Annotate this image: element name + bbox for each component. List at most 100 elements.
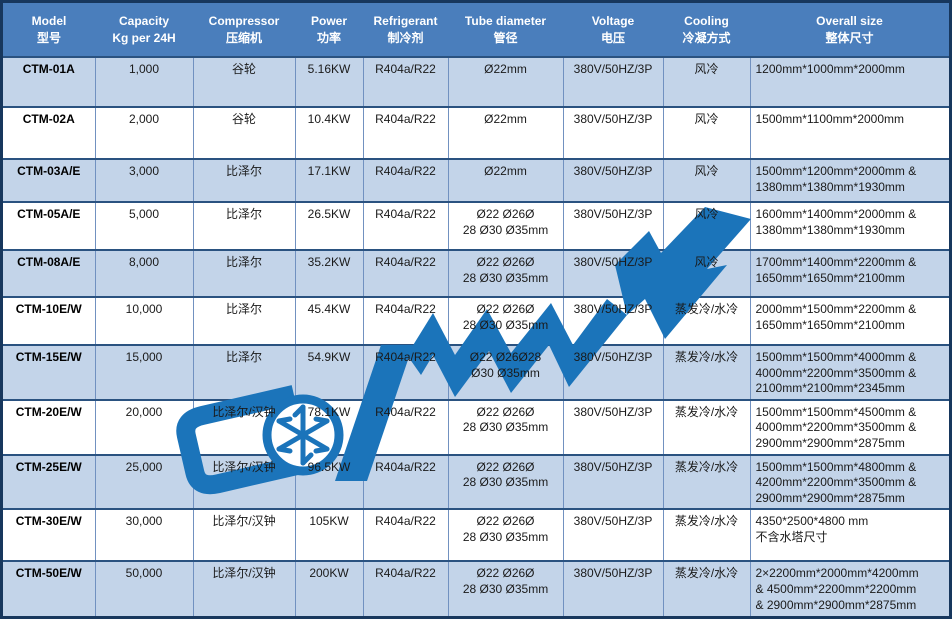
header-line-zh: 压缩机 (225, 30, 262, 45)
cell-overall: 1500mm*1500mm*4000mm & 4000mm*2200mm*350… (749, 344, 949, 400)
cell-voltage: 380V/50HZ/3P (562, 56, 664, 107)
header-line-zh: 型号 (36, 30, 61, 45)
table-row-ctm-05a-e: CTM-05A/E 5,000 比泽尔 26.5KW R404a/R22 Ø22 Ø26Ø… (3, 201, 949, 250)
cell-text-capacity: 3,000 (128, 164, 160, 178)
cell-cooling: 蒸发冷/水冷 (662, 560, 751, 617)
cell-text-cooling: 风冷 (694, 255, 719, 269)
cell-text-model: CTM-10E/W (15, 302, 82, 316)
cell-text-capacity: 10,000 (125, 302, 163, 316)
cell-text-voltage: 380V/50HZ/3P (573, 566, 653, 581)
cell-compressor: 比泽尔 (192, 201, 296, 250)
cell-model: CTM-01A (3, 56, 96, 107)
cell-text-model: CTM-15E/W (15, 350, 82, 364)
cell-text-compressor: 比泽尔/汉钟 (212, 566, 276, 581)
cell-compressor: 比泽尔 (192, 296, 296, 345)
product-spec-table: Model 型号 Capacity Kg per 24H Compressor … (3, 3, 949, 617)
cell-model: CTM-20E/W (3, 398, 96, 455)
cell-text-power: 96.5KW (307, 459, 351, 474)
cell-power: 5.16KW (294, 56, 364, 107)
cell-overall: 2×2200mm*2000mm*4200mm & 4500mm*2200mm*2… (749, 560, 949, 617)
cell-text-voltage: 380V/50HZ/3P (573, 207, 653, 221)
cell-overall: 1600mm*1400mm*2000mm & 1380mm*1380mm*193… (749, 201, 949, 250)
cell-text-voltage: 380V/50HZ/3P (573, 255, 653, 269)
cell-text-refrigerant: R404a/R22 (375, 207, 436, 221)
cell-text-tube: Ø22 Ø26Ø 28 Ø30 Ø35mm (462, 566, 549, 596)
cell-text-refrigerant: R404a/R22 (375, 302, 436, 316)
cell-text-refrigerant: R404a/R22 (375, 164, 436, 178)
cell-text-capacity: 2,000 (128, 112, 160, 126)
cell-power: 17.1KW (294, 158, 364, 202)
cell-refrigerant: R404a/R22 (362, 158, 449, 202)
cell-text-voltage: 380V/50HZ/3P (573, 459, 653, 474)
cell-text-cooling: 蒸发冷/水冷 (674, 404, 739, 419)
cell-power: 96.5KW (294, 453, 364, 510)
cell-capacity: 5,000 (94, 201, 194, 250)
cell-text-voltage: 380V/50HZ/3P (573, 112, 653, 126)
cell-text-tube: Ø22 Ø26Ø 28 Ø30 Ø35mm (462, 514, 549, 544)
cell-refrigerant: R404a/R22 (362, 508, 449, 562)
cell-text-overall: 1500mm*1100mm*2000mm (755, 112, 905, 126)
cell-text-power: 54.9KW (307, 350, 351, 364)
cell-text-voltage: 380V/50HZ/3P (573, 62, 653, 76)
cell-capacity: 1,000 (94, 56, 194, 107)
table-row-ctm-15e-w: CTM-15E/W 15,000 比泽尔 54.9KW R404a/R22 Ø22 Ø26… (3, 344, 949, 400)
cell-refrigerant: R404a/R22 (362, 56, 449, 107)
cell-voltage: 380V/50HZ/3P (562, 296, 664, 345)
table-row-ctm-08a-e: CTM-08A/E 8,000 比泽尔 35.2KW R404a/R22 Ø22 Ø26Ø… (3, 249, 949, 297)
cell-cooling: 风冷 (662, 249, 751, 297)
cell-text-refrigerant: R404a/R22 (375, 350, 436, 364)
cell-tube: Ø22mm (447, 56, 564, 107)
cell-text-tube: Ø22mm (484, 164, 527, 178)
cell-text-overall: 2000mm*1500mm*2200mm & 1650mm*1650mm*210… (755, 302, 917, 332)
header-line-zh: 制冷剂 (387, 30, 424, 45)
cell-voltage: 380V/50HZ/3P (562, 398, 664, 455)
cell-text-model: CTM-05A/E (17, 207, 81, 221)
cell-text-tube: Ø22 Ø26Ø 28 Ø30 Ø35mm (462, 302, 549, 332)
cell-text-overall: 1500mm*1500mm*4500mm & 4000mm*2200mm*350… (755, 404, 917, 450)
cell-model: CTM-10E/W (3, 296, 96, 345)
cell-power: 45.4KW (294, 296, 364, 345)
cell-cooling: 蒸发冷/水冷 (662, 398, 751, 455)
cell-voltage: 380V/50HZ/3P (562, 453, 664, 510)
cell-text-refrigerant: R404a/R22 (375, 566, 436, 581)
cell-text-overall: 1500mm*1500mm*4000mm & 4000mm*2200mm*350… (755, 350, 917, 396)
cell-text-capacity: 8,000 (128, 255, 160, 269)
cell-text-model: CTM-30E/W (15, 514, 82, 529)
cell-refrigerant: R404a/R22 (362, 453, 449, 510)
cell-voltage: 380V/50HZ/3P (562, 344, 664, 400)
cell-capacity: 25,000 (94, 453, 194, 510)
cell-text-model: CTM-01A (22, 62, 75, 76)
cell-cooling: 蒸发冷/水冷 (662, 344, 751, 400)
cell-text-power: 105KW (309, 514, 349, 529)
cell-text-overall: 2×2200mm*2000mm*4200mm & 4500mm*2200mm*2… (755, 566, 919, 612)
cell-refrigerant: R404a/R22 (362, 201, 449, 250)
cell-text-tube: Ø22mm (484, 112, 527, 126)
table-row-ctm-01a: CTM-01A 1,000 谷轮 5.16KW R404a/R22 Ø22mm 380V/5… (3, 56, 949, 107)
header-line-zh: 整体尺寸 (825, 30, 874, 45)
cell-text-tube: Ø22 Ø26Ø 28 Ø30 Ø35mm (462, 459, 549, 490)
cell-text-cooling: 风冷 (694, 112, 719, 126)
cell-capacity: 2,000 (94, 106, 194, 159)
cell-overall: 1500mm*1500mm*4800mm & 4200mm*2200mm*350… (749, 453, 949, 510)
cell-model: CTM-15E/W (3, 344, 96, 400)
column-header-cooling: Cooling 冷凝方式 (663, 3, 750, 57)
cell-text-tube: Ø22 Ø26Ø 28 Ø30 Ø35mm (462, 404, 549, 435)
cell-text-overall: 1500mm*1200mm*2000mm & 1380mm*1380mm*193… (755, 164, 917, 194)
cell-text-model: CTM-02A (22, 112, 75, 126)
cell-text-cooling: 蒸发冷/水冷 (674, 566, 739, 581)
cell-text-model: CTM-20E/W (15, 404, 82, 419)
cell-text-overall: 1500mm*1500mm*4800mm & 4200mm*2200mm*350… (755, 459, 917, 505)
cell-compressor: 比泽尔 (192, 344, 296, 400)
cell-text-compressor: 比泽尔 (225, 207, 262, 221)
cell-text-power: 10.4KW (307, 112, 351, 126)
column-header-model: Model 型号 (3, 3, 95, 57)
header-line-en: Tube diameter (464, 14, 547, 29)
cell-text-capacity: 15,000 (125, 350, 163, 364)
cell-compressor: 比泽尔/汉钟 (192, 453, 296, 510)
column-header-refrigerant: Refrigerant 制冷剂 (363, 3, 448, 57)
header-line-zh: 功率 (316, 30, 341, 45)
cell-text-capacity: 50,000 (125, 566, 163, 581)
cell-tube: Ø22 Ø26Ø 28 Ø30 Ø35mm (447, 398, 564, 455)
header-line-en: Cooling (684, 14, 729, 29)
